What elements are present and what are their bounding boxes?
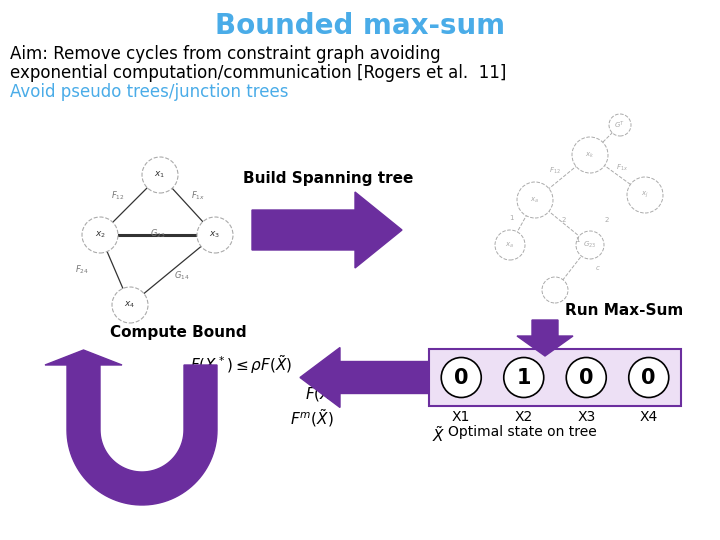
Text: $x_3$: $x_3$ <box>210 230 220 240</box>
Text: $F_{24}$: $F_{24}$ <box>75 264 89 276</box>
Text: $G_{23}$: $G_{23}$ <box>150 228 166 240</box>
Text: 0: 0 <box>454 368 469 388</box>
Text: X3: X3 <box>577 410 595 424</box>
Text: Compute Bound: Compute Bound <box>110 325 247 340</box>
Text: Bounded max-sum: Bounded max-sum <box>215 12 505 40</box>
Text: $x_2$: $x_2$ <box>94 230 106 240</box>
Circle shape <box>112 287 148 323</box>
Polygon shape <box>300 348 428 408</box>
Text: 0: 0 <box>642 368 656 388</box>
Circle shape <box>627 177 663 213</box>
Circle shape <box>609 114 631 136</box>
Text: $x_j$: $x_j$ <box>642 190 649 200</box>
Circle shape <box>576 231 604 259</box>
Text: $x_k$: $x_k$ <box>585 151 595 160</box>
Text: $c$: $c$ <box>595 264 601 272</box>
Text: $1$: $1$ <box>509 213 515 222</box>
Text: X4: X4 <box>639 410 658 424</box>
Circle shape <box>441 357 481 397</box>
Polygon shape <box>517 320 573 356</box>
Circle shape <box>572 137 608 173</box>
Circle shape <box>542 277 568 303</box>
Circle shape <box>495 230 525 260</box>
Text: Optimal state on tree: Optimal state on tree <box>448 425 597 439</box>
Text: $G_{23}$: $G_{23}$ <box>583 240 597 250</box>
Text: Avoid pseudo trees/junction trees: Avoid pseudo trees/junction trees <box>10 83 289 101</box>
Text: $F(\tilde{X})$: $F(\tilde{X})$ <box>305 382 337 404</box>
Circle shape <box>197 217 233 253</box>
Text: $x_a$: $x_a$ <box>531 195 539 205</box>
Text: Build Spanning tree: Build Spanning tree <box>243 171 413 186</box>
Circle shape <box>517 182 553 218</box>
Text: $\tilde{X}$: $\tilde{X}$ <box>432 425 446 445</box>
Text: $1$: $1$ <box>575 235 581 244</box>
Text: X1: X1 <box>452 410 470 424</box>
Text: $F_{1x}$: $F_{1x}$ <box>616 163 628 173</box>
Text: $F_{1x}$: $F_{1x}$ <box>191 189 205 201</box>
Polygon shape <box>45 350 217 505</box>
Text: $G_{14}$: $G_{14}$ <box>174 269 190 281</box>
Circle shape <box>142 157 178 193</box>
Text: $x_a$: $x_a$ <box>505 240 515 249</box>
Circle shape <box>629 357 669 397</box>
Text: 0: 0 <box>579 368 593 388</box>
Text: $F(X^*) \leq \rho F(\tilde{X})$: $F(X^*) \leq \rho F(\tilde{X})$ <box>190 354 292 376</box>
Text: exponential computation/communication [Rogers et al.  11]: exponential computation/communication [R… <box>10 64 506 82</box>
Text: $F_{12}$: $F_{12}$ <box>111 189 125 201</box>
FancyBboxPatch shape <box>429 349 681 406</box>
Text: $F^m(\tilde{X})$: $F^m(\tilde{X})$ <box>290 407 334 429</box>
Text: $x_1$: $x_1$ <box>155 170 166 180</box>
Text: $2$: $2$ <box>561 215 567 224</box>
Text: $x_4$: $x_4$ <box>125 300 135 310</box>
Polygon shape <box>252 192 402 268</box>
Text: $2$: $2$ <box>604 215 610 224</box>
Circle shape <box>504 357 544 397</box>
Text: $G^T$: $G^T$ <box>614 119 626 131</box>
Circle shape <box>566 357 606 397</box>
Text: Aim: Remove cycles from constraint graph avoiding: Aim: Remove cycles from constraint graph… <box>10 45 441 63</box>
Text: Run Max-Sum: Run Max-Sum <box>565 303 683 318</box>
Circle shape <box>82 217 118 253</box>
Text: X2: X2 <box>515 410 533 424</box>
Text: 1: 1 <box>516 368 531 388</box>
Text: $F_{12}$: $F_{12}$ <box>549 166 561 176</box>
